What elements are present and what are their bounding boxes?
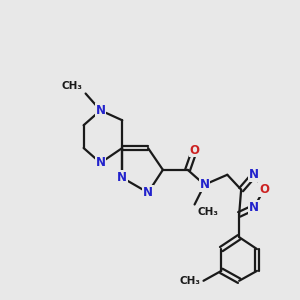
Text: N: N xyxy=(143,186,153,199)
Text: N: N xyxy=(200,178,209,191)
Text: N: N xyxy=(95,156,106,170)
Text: CH₃: CH₃ xyxy=(179,276,200,286)
Text: N: N xyxy=(95,104,106,117)
Text: N: N xyxy=(117,171,127,184)
Text: CH₃: CH₃ xyxy=(61,81,82,91)
Text: N: N xyxy=(249,201,259,214)
Text: CH₃: CH₃ xyxy=(198,208,219,218)
Text: O: O xyxy=(259,183,269,196)
Text: N: N xyxy=(249,168,259,181)
Text: O: O xyxy=(190,143,200,157)
